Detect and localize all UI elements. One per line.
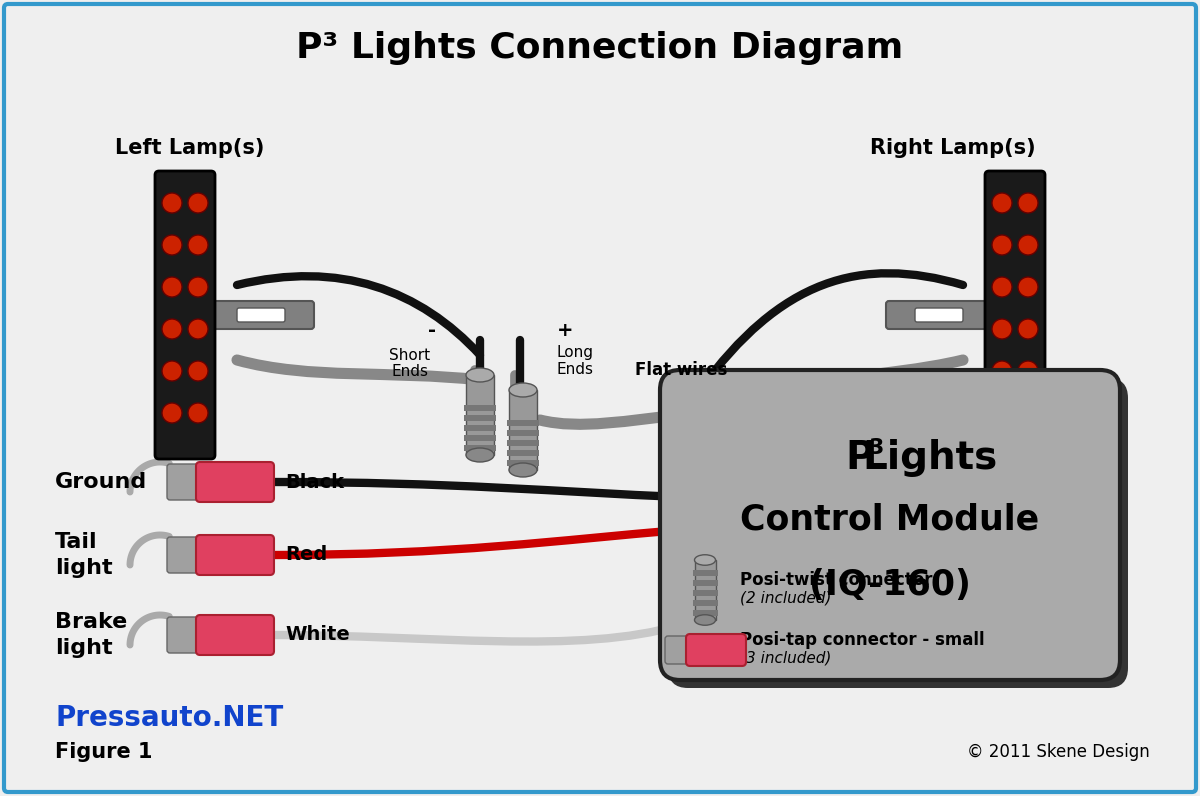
Circle shape	[162, 319, 182, 339]
Circle shape	[992, 361, 1012, 381]
Text: Right Lamp(s): Right Lamp(s)	[870, 138, 1036, 158]
Circle shape	[1018, 277, 1038, 297]
FancyBboxPatch shape	[155, 171, 215, 459]
Circle shape	[1018, 193, 1038, 213]
Circle shape	[1018, 235, 1038, 255]
Circle shape	[992, 277, 1012, 297]
FancyBboxPatch shape	[167, 464, 203, 500]
Bar	[464, 425, 496, 431]
Text: Figure 1: Figure 1	[55, 742, 152, 762]
Text: Short: Short	[390, 348, 431, 362]
Text: Ends: Ends	[557, 361, 594, 377]
Circle shape	[188, 235, 208, 255]
Bar	[694, 600, 718, 606]
Circle shape	[1018, 319, 1038, 339]
Circle shape	[1018, 361, 1038, 381]
Bar	[464, 405, 496, 411]
Circle shape	[162, 361, 182, 381]
FancyBboxPatch shape	[196, 615, 274, 655]
FancyBboxPatch shape	[886, 301, 992, 329]
Circle shape	[992, 319, 1012, 339]
Ellipse shape	[695, 615, 715, 625]
Circle shape	[992, 193, 1012, 213]
FancyBboxPatch shape	[167, 537, 203, 573]
FancyBboxPatch shape	[660, 370, 1120, 680]
Text: Control Module: Control Module	[740, 503, 1039, 537]
Text: P³ Lights Connection Diagram: P³ Lights Connection Diagram	[296, 31, 904, 65]
FancyBboxPatch shape	[238, 308, 286, 322]
Text: Ground: Ground	[55, 472, 148, 492]
Text: -: -	[428, 321, 436, 340]
Text: White: White	[286, 626, 349, 645]
Text: Red: Red	[286, 545, 328, 564]
Text: Ends: Ends	[391, 365, 428, 380]
Text: P: P	[846, 439, 875, 477]
Text: Left Lamp(s): Left Lamp(s)	[115, 138, 264, 158]
Circle shape	[992, 235, 1012, 255]
Ellipse shape	[509, 463, 538, 477]
Text: Posi-tap connector - small: Posi-tap connector - small	[740, 631, 985, 649]
Circle shape	[992, 403, 1012, 423]
Text: 3: 3	[869, 438, 883, 458]
Circle shape	[188, 319, 208, 339]
FancyBboxPatch shape	[665, 636, 694, 664]
Text: +: +	[557, 321, 574, 340]
FancyBboxPatch shape	[668, 378, 1128, 688]
Text: light: light	[55, 558, 113, 578]
Bar	[464, 445, 496, 451]
Ellipse shape	[466, 368, 494, 382]
Bar	[508, 420, 539, 426]
Bar	[466, 375, 494, 455]
Circle shape	[162, 235, 182, 255]
Circle shape	[162, 193, 182, 213]
FancyBboxPatch shape	[196, 535, 274, 575]
Text: Posi-twist connector: Posi-twist connector	[740, 571, 932, 589]
Bar	[464, 415, 496, 421]
Bar	[508, 430, 539, 436]
Text: Flat wires: Flat wires	[635, 361, 727, 379]
Text: Pressauto.NET: Pressauto.NET	[55, 704, 283, 732]
FancyBboxPatch shape	[4, 4, 1196, 792]
FancyBboxPatch shape	[196, 462, 274, 502]
Circle shape	[1018, 403, 1038, 423]
Circle shape	[188, 403, 208, 423]
Bar	[694, 590, 718, 596]
Ellipse shape	[509, 383, 538, 397]
Bar	[694, 570, 718, 576]
Bar	[508, 450, 539, 456]
Text: Tail: Tail	[55, 532, 97, 552]
Text: © 2011 Skene Design: © 2011 Skene Design	[967, 743, 1150, 761]
Circle shape	[188, 361, 208, 381]
Bar	[509, 390, 538, 470]
Ellipse shape	[466, 448, 494, 462]
Circle shape	[188, 277, 208, 297]
Bar	[508, 440, 539, 446]
Circle shape	[162, 277, 182, 297]
Circle shape	[188, 193, 208, 213]
FancyBboxPatch shape	[916, 308, 964, 322]
Text: (2 included): (2 included)	[740, 591, 832, 606]
FancyBboxPatch shape	[167, 617, 203, 653]
FancyBboxPatch shape	[686, 634, 746, 666]
Circle shape	[162, 403, 182, 423]
Bar	[694, 610, 718, 616]
Text: (3 included): (3 included)	[740, 650, 832, 665]
FancyBboxPatch shape	[208, 301, 314, 329]
Text: light: light	[55, 638, 113, 658]
Text: Long: Long	[557, 345, 594, 360]
FancyBboxPatch shape	[985, 171, 1045, 459]
Text: (IQ-160): (IQ-160)	[809, 568, 971, 602]
Bar	[695, 560, 716, 620]
Bar	[464, 435, 496, 441]
Text: Brake: Brake	[55, 612, 127, 632]
Bar	[694, 580, 718, 586]
Bar	[508, 460, 539, 466]
Ellipse shape	[695, 555, 715, 565]
Text: Lights: Lights	[863, 439, 997, 477]
Text: Black: Black	[286, 473, 344, 491]
